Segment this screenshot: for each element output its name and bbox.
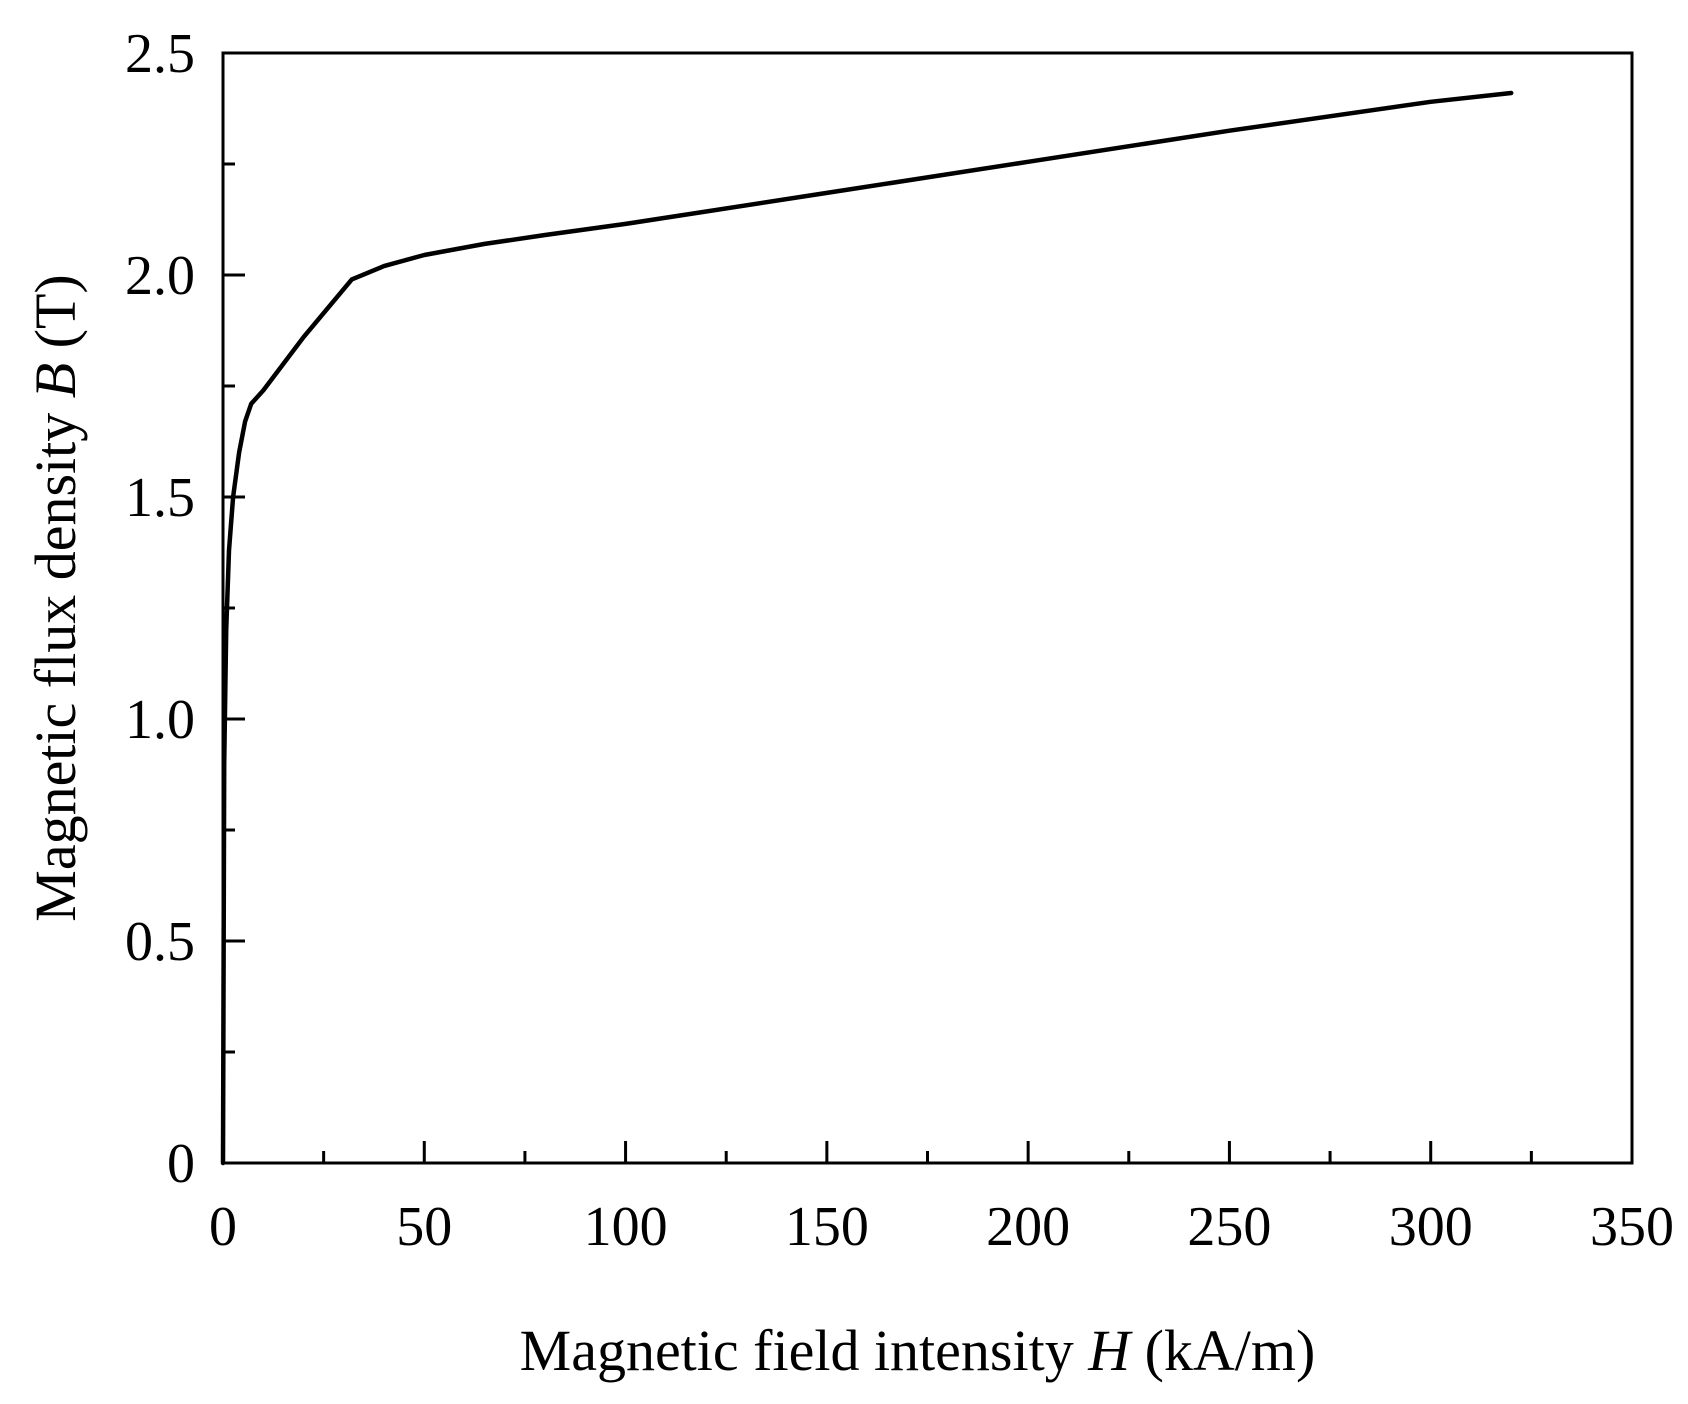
x-axis-title-prefix: Magnetic field intensity xyxy=(520,1318,1089,1383)
x-axis-title-variable: H xyxy=(1087,1318,1133,1383)
y-axis-title: Magnetic flux density B (T) xyxy=(23,274,88,922)
x-tick-label: 250 xyxy=(1187,1196,1271,1258)
y-tick-label: 1.5 xyxy=(125,467,195,529)
x-tick-label: 0 xyxy=(209,1196,237,1258)
x-tick-label: 350 xyxy=(1590,1196,1674,1258)
plot-frame xyxy=(221,51,1634,1165)
x-tick-label: 200 xyxy=(986,1196,1070,1258)
x-tick-label: 100 xyxy=(584,1196,668,1258)
axis-tick-labels: 0 50 100 150 200 250 300 350 0 0.5 1.0 1.5 2.0 2.5 xyxy=(125,23,1674,1258)
y-tick-label: 1.0 xyxy=(125,689,195,751)
y-tick-label: 0.5 xyxy=(125,911,195,973)
series-line-bh-curve xyxy=(220,90,1514,1166)
y-tick-label: 2.0 xyxy=(125,245,195,307)
y-axis-title-suffix: (T) xyxy=(23,274,88,363)
y-axis-title-variable: B xyxy=(23,363,88,398)
axis-ticks xyxy=(221,51,1634,1165)
x-tick-label: 300 xyxy=(1389,1196,1473,1258)
x-axis-title: Magnetic field intensity H (kA/m) xyxy=(520,1318,1316,1383)
y-axis-title-prefix: Magnetic flux density xyxy=(23,398,88,922)
series-layer xyxy=(220,90,1514,1166)
x-tick-label: 150 xyxy=(785,1196,869,1258)
x-tick-label: 50 xyxy=(396,1196,452,1258)
y-tick-label: 0 xyxy=(167,1133,195,1195)
y-tick-label: 2.5 xyxy=(125,23,195,85)
x-axis-title-suffix: (kA/m) xyxy=(1130,1318,1315,1383)
